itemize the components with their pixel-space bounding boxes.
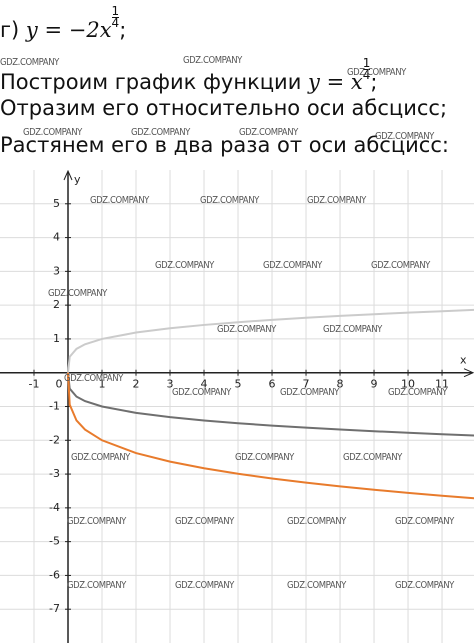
curve — [67, 308, 474, 373]
problem-label: г) — [0, 18, 20, 42]
step-text: Отразим его относительно оси абсцисс; — [0, 96, 448, 120]
x-tick-label: 3 — [167, 378, 174, 391]
x-tick-label: 0 — [56, 378, 63, 391]
y-tick-label: -6 — [49, 568, 60, 581]
x-tick-label: -1 — [29, 378, 40, 391]
y-axis-label: y — [74, 173, 81, 186]
y-tick-label: -3 — [49, 467, 60, 480]
x-tick-label: 9 — [371, 378, 378, 391]
x-tick-label: 11 — [435, 378, 449, 391]
y-tick-label: -5 — [49, 535, 60, 548]
end: ; — [119, 18, 127, 42]
y-tick-label: -4 — [49, 501, 60, 514]
y-tick-label: 1 — [53, 332, 60, 345]
y-tick-label: 4 — [53, 231, 60, 244]
step: Растянем его в два раза от оси абсцисс: — [0, 133, 449, 157]
formula: y = −2x — [25, 18, 112, 42]
y-arrow — [63, 170, 73, 181]
x-axis-label: x — [460, 354, 467, 367]
y-tick-label: -1 — [49, 400, 60, 413]
problem: г) y = −2x 1 4; — [0, 4, 127, 42]
x-arrow — [463, 368, 474, 378]
chart: -1 0 1 2 3 4 5 6 7 8 9 10 11 -7 -6 -5 -4 -3 -2 -1 1 2 3 4 5 x y — [0, 170, 474, 643]
formula: y = x — [308, 70, 363, 94]
x-tick-label: 1 — [99, 378, 106, 391]
exponent-den: 4 — [111, 16, 120, 30]
exponent-num: 1 — [362, 56, 371, 70]
step: Отразим его относительно оси абсцисс; — [0, 96, 447, 120]
curve — [67, 372, 474, 500]
x-tick-label: 4 — [201, 378, 208, 391]
x-tick-label: 10 — [401, 378, 415, 391]
exponent-num: 1 — [111, 4, 120, 18]
x-tick-label: 5 — [235, 378, 242, 391]
x-tick-label: 7 — [303, 378, 310, 391]
curve — [67, 372, 474, 437]
y-tick-label: 5 — [53, 197, 60, 210]
step: Построим график функции y = x 1 4; — [0, 56, 378, 94]
y-tick-label: 3 — [53, 264, 60, 277]
y-tick-label: -2 — [49, 433, 60, 446]
step-text: Построим график функции — [0, 70, 302, 94]
x-tick-label: 6 — [269, 378, 276, 391]
x-tick-label: 8 — [337, 378, 344, 391]
x-tick-label: 2 — [133, 378, 140, 391]
step-text: Растянем его в два раза от оси абсцисс: — [0, 133, 449, 157]
y-tick-label: -7 — [49, 602, 60, 615]
end: ; — [370, 70, 378, 94]
y-tick-label: 2 — [53, 298, 60, 311]
exponent-den: 4 — [362, 68, 371, 82]
